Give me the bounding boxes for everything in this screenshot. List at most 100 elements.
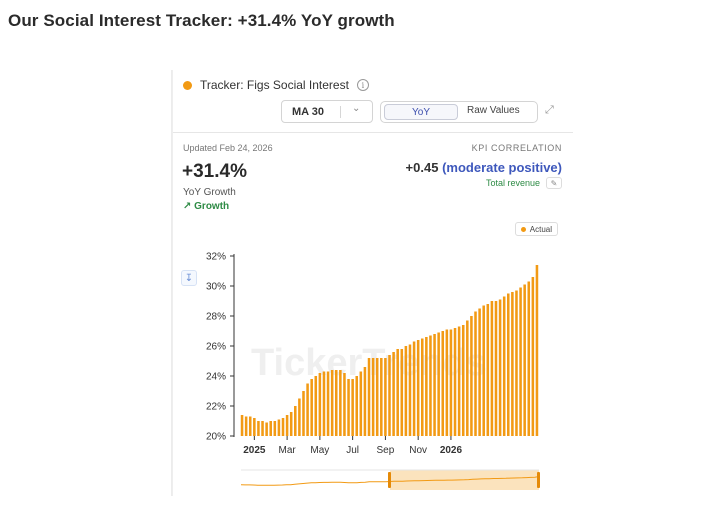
bar: [396, 349, 399, 436]
kpi-metric-label[interactable]: Total revenue: [485, 178, 540, 188]
info-icon[interactable]: i: [356, 79, 369, 91]
bar: [400, 349, 404, 436]
bar: [384, 358, 387, 436]
axes-group: 20% 22% 24% 26% 28% 30% 32% 2025 Mar May Jul Sep Nov…: [206, 252, 463, 457]
bar: [318, 373, 322, 436]
bar: [445, 329, 449, 436]
y-tick-label: 30%: [206, 282, 226, 293]
tracker-color-dot: [183, 80, 192, 90]
card-header: Tracker: Figs Social Interest i: [183, 78, 369, 92]
x-tick-label: Nov: [409, 445, 427, 456]
bar: [461, 325, 465, 436]
bar: [289, 412, 293, 436]
bar: [412, 341, 416, 436]
bar: [326, 371, 330, 436]
bar: [388, 355, 391, 436]
bar: [257, 421, 260, 436]
y-tick-label: 26%: [206, 342, 226, 353]
bar: [306, 383, 309, 436]
bar: [437, 332, 440, 436]
bar: [474, 311, 477, 436]
bar: [429, 335, 432, 436]
bar: [498, 299, 502, 436]
bar: [404, 346, 408, 436]
bar: [478, 308, 481, 436]
kpi-correlation-value: +0.45 (moderate positive): [406, 160, 562, 175]
bar: [494, 301, 498, 436]
bar: [433, 334, 436, 436]
bar: [490, 301, 494, 436]
page-title: Our Social Interest Tracker: +31.4% YoY …: [8, 11, 395, 30]
bar: [244, 416, 248, 436]
bar: [302, 391, 305, 436]
bars-group: [240, 265, 539, 436]
kpi-correlation-title: KPI CORRELATION: [471, 143, 562, 153]
range-navigator: [240, 469, 540, 490]
bar: [482, 305, 485, 436]
bar: [441, 331, 445, 436]
kpi-metric: Total revenue ✎: [486, 177, 562, 189]
y-tick-label: 22%: [206, 402, 226, 413]
bar: [486, 304, 490, 436]
bar: [269, 421, 272, 436]
y-tick-label: 28%: [206, 312, 226, 323]
bar: [281, 418, 285, 436]
bar: [285, 415, 289, 436]
kpi-qualifier: (moderate positive): [442, 160, 562, 175]
bar: [273, 421, 277, 436]
bar: [523, 284, 526, 436]
bar: [367, 358, 371, 436]
tracker-card: Tracker: Figs Social Interest i MA 30 ⌄ …: [172, 70, 573, 496]
bar: [265, 422, 268, 436]
bar: [449, 329, 453, 436]
expand-icon[interactable]: ⤢: [545, 104, 554, 116]
view-toggle: YoY Raw Values: [380, 101, 538, 123]
pencil-icon[interactable]: ✎: [546, 177, 562, 189]
y-tick-label: 32%: [206, 252, 226, 263]
legend-dot: [520, 226, 526, 232]
bar: [277, 419, 281, 436]
x-tick-label: 2025: [243, 445, 266, 456]
bar: [343, 373, 346, 436]
bar: [511, 292, 514, 436]
y-tick-label: 20%: [206, 432, 226, 443]
bar: [298, 398, 301, 436]
yoy-growth-value: +31.4%: [182, 161, 247, 182]
bar: [330, 370, 334, 436]
bar: [261, 421, 264, 436]
chart-legend[interactable]: Actual: [514, 222, 558, 236]
bar: [334, 370, 338, 436]
download-icon[interactable]: ↧: [181, 270, 197, 286]
bar: [416, 340, 420, 436]
bar: [507, 293, 510, 436]
navigator-handle[interactable]: [537, 472, 540, 488]
bar: [519, 287, 522, 436]
bar: [351, 379, 354, 436]
bar: [363, 367, 367, 436]
bar: [248, 416, 252, 436]
bar: [339, 370, 342, 436]
bar: [314, 376, 318, 436]
x-tick-label: 2026: [440, 445, 463, 456]
divider: [173, 132, 573, 133]
bar-chart: TickerTrends 20%22%24%26%28%30%32%2025 Ma…: [206, 252, 540, 490]
bar: [425, 337, 428, 436]
y-tick-label: 24%: [206, 372, 226, 383]
bar: [322, 371, 326, 436]
bar: [359, 371, 363, 436]
updated-date: Updated Feb 24, 2026: [183, 143, 273, 153]
bar: [371, 358, 375, 436]
bar: [310, 379, 313, 436]
bar: [240, 415, 244, 436]
navigator-handle[interactable]: [388, 472, 391, 488]
toggle-raw-values[interactable]: Raw Values: [467, 105, 520, 116]
moving-average-select[interactable]: MA 30 ⌄: [281, 100, 373, 123]
ma-select-value: MA 30: [292, 105, 324, 118]
bar: [531, 277, 535, 436]
x-tick-label: Mar: [278, 445, 296, 456]
bar: [392, 352, 395, 436]
bar: [535, 265, 539, 436]
growth-indicator: ↗ Growth: [183, 201, 230, 212]
x-tick-label: Jul: [346, 445, 359, 456]
toggle-yoy[interactable]: YoY: [384, 104, 458, 120]
